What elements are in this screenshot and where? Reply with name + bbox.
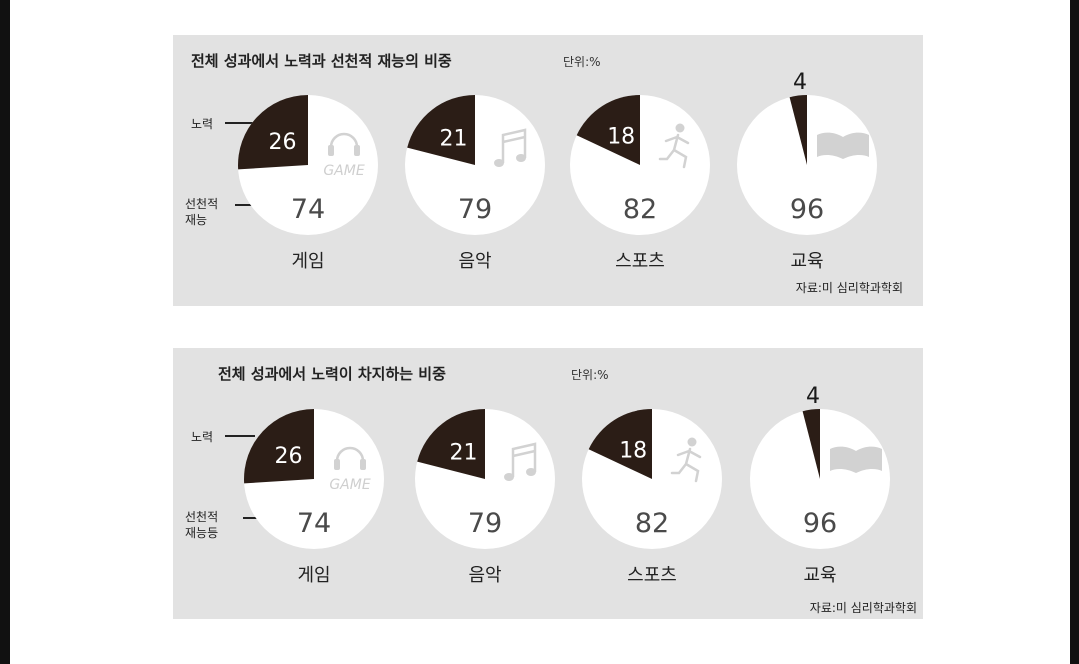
book-icon bbox=[830, 446, 882, 473]
category-label: 교육 bbox=[790, 251, 823, 272]
pie-chart: 18 82 스포츠 bbox=[570, 95, 710, 272]
pie-chart-group-2: 전체 성과에서 노력이 차지하는 비중 단위:% 노력 선천적 재능등 GAME… bbox=[185, 365, 917, 615]
effort-value-label: 21 bbox=[440, 126, 468, 151]
pie-slice-effort bbox=[576, 95, 640, 165]
book-right-page bbox=[843, 132, 869, 159]
game-icon-text: GAME bbox=[329, 477, 371, 493]
chart-title: 전체 성과에서 노력과 선천적 재능의 비중 bbox=[191, 52, 452, 70]
effort-value-label: 21 bbox=[450, 440, 478, 465]
source-label: 자료:미 심리학과학회 bbox=[796, 281, 903, 295]
runner-head bbox=[675, 123, 685, 133]
pies: GAME 26 74 게임 21 79 음악 18 82 스포츠 4 96 교육 bbox=[244, 384, 890, 586]
infographic-panel-1: 전체 성과에서 노력과 선천적 재능의 비중 단위:% 노력 선천적 재능 GA… bbox=[173, 35, 923, 306]
chart-title: 전체 성과에서 노력이 차지하는 비중 bbox=[218, 365, 446, 383]
pie-chart: 21 79 음악 bbox=[405, 95, 545, 272]
book-right-page bbox=[856, 446, 882, 473]
talent-value-label: 82 bbox=[623, 194, 657, 225]
headphones-game-icon: GAME bbox=[323, 132, 365, 179]
music-note-icon bbox=[494, 128, 527, 167]
headphones-right-cup bbox=[354, 145, 360, 156]
category-label: 음악 bbox=[468, 565, 501, 586]
legend-talent-label-line1: 선천적 bbox=[185, 509, 218, 524]
pie-chart-group-1: 전체 성과에서 노력과 선천적 재능의 비중 단위:% 노력 선천적 재능 GA… bbox=[185, 52, 903, 295]
effort-value-label: 26 bbox=[275, 444, 303, 469]
category-label: 게임 bbox=[291, 251, 324, 272]
headphones-game-icon: GAME bbox=[329, 446, 371, 493]
pie-slice-effort bbox=[407, 95, 475, 165]
book-left-page bbox=[830, 446, 856, 473]
legend-effort-label: 노력 bbox=[191, 117, 213, 131]
music-note-icon bbox=[504, 442, 537, 481]
headphones-band bbox=[335, 446, 365, 462]
talent-value-label: 96 bbox=[790, 194, 824, 225]
talent-value-label: 96 bbox=[803, 508, 837, 539]
pie-chart: 4 96 교육 bbox=[750, 384, 890, 586]
category-label: 게임 bbox=[297, 565, 330, 586]
legend-talent-label-line1: 선천적 bbox=[185, 196, 218, 211]
runner-body bbox=[670, 447, 702, 483]
game-icon-text: GAME bbox=[323, 163, 365, 179]
pie-chart: 4 96 교육 bbox=[737, 70, 877, 272]
effort-value-label: 26 bbox=[269, 130, 297, 155]
book-icon bbox=[817, 132, 869, 159]
headphones-right-cup bbox=[360, 459, 366, 470]
runner-icon bbox=[670, 437, 702, 483]
legend-talent-label-line2: 재능등 bbox=[185, 526, 218, 540]
legend-talent-label-line2: 재능 bbox=[185, 213, 207, 227]
talent-value-label: 79 bbox=[458, 194, 492, 225]
headphones-band bbox=[329, 132, 359, 148]
page: 전체 성과에서 노력과 선천적 재능의 비중 단위:% 노력 선천적 재능 GA… bbox=[10, 0, 1070, 664]
effort-value-label: 4 bbox=[793, 70, 807, 95]
category-label: 스포츠 bbox=[615, 251, 665, 272]
pie-slice-effort bbox=[417, 409, 485, 479]
talent-value-label: 74 bbox=[291, 194, 325, 225]
unit-label: 단위:% bbox=[563, 55, 601, 69]
category-label: 스포츠 bbox=[627, 565, 677, 586]
pie-chart: 21 79 음악 bbox=[415, 409, 555, 586]
runner-head bbox=[687, 437, 697, 447]
pie-chart: 18 82 스포츠 bbox=[582, 409, 722, 586]
headphones-left-cup bbox=[334, 459, 340, 470]
effort-value-label: 18 bbox=[619, 438, 647, 463]
note-stems bbox=[501, 128, 527, 163]
pie-slice-effort bbox=[244, 409, 314, 484]
category-label: 교육 bbox=[803, 565, 836, 586]
talent-value-label: 79 bbox=[468, 508, 502, 539]
book-left-page bbox=[817, 132, 843, 159]
pie-slice-effort bbox=[802, 409, 820, 479]
runner-icon bbox=[658, 123, 690, 169]
pie-chart: GAME 26 74 게임 bbox=[244, 409, 384, 586]
effort-value-label: 4 bbox=[806, 384, 820, 409]
note-stems bbox=[511, 442, 537, 477]
pie-slice-effort bbox=[238, 95, 308, 170]
note-head-right bbox=[526, 468, 536, 476]
effort-value-label: 18 bbox=[607, 124, 635, 149]
pie-slice-effort bbox=[789, 95, 807, 165]
talent-value-label: 82 bbox=[635, 508, 669, 539]
headphones-left-cup bbox=[328, 145, 334, 156]
talent-value-label: 74 bbox=[297, 508, 331, 539]
pie-chart: GAME 26 74 게임 bbox=[238, 95, 378, 272]
category-label: 음악 bbox=[458, 251, 491, 272]
legend-effort-label: 노력 bbox=[191, 430, 213, 444]
note-head-right bbox=[516, 154, 526, 162]
note-head-left bbox=[494, 159, 504, 167]
infographic-panel-2: 전체 성과에서 노력이 차지하는 비중 단위:% 노력 선천적 재능등 GAME… bbox=[173, 348, 923, 619]
source-label: 자료:미 심리학과학회 bbox=[810, 601, 917, 615]
pie-slice-effort bbox=[588, 409, 652, 479]
unit-label: 단위:% bbox=[571, 368, 609, 382]
pies: GAME 26 74 게임 21 79 음악 18 82 스포츠 4 96 교육 bbox=[238, 70, 877, 272]
note-head-left bbox=[504, 473, 514, 481]
runner-body bbox=[658, 133, 690, 169]
